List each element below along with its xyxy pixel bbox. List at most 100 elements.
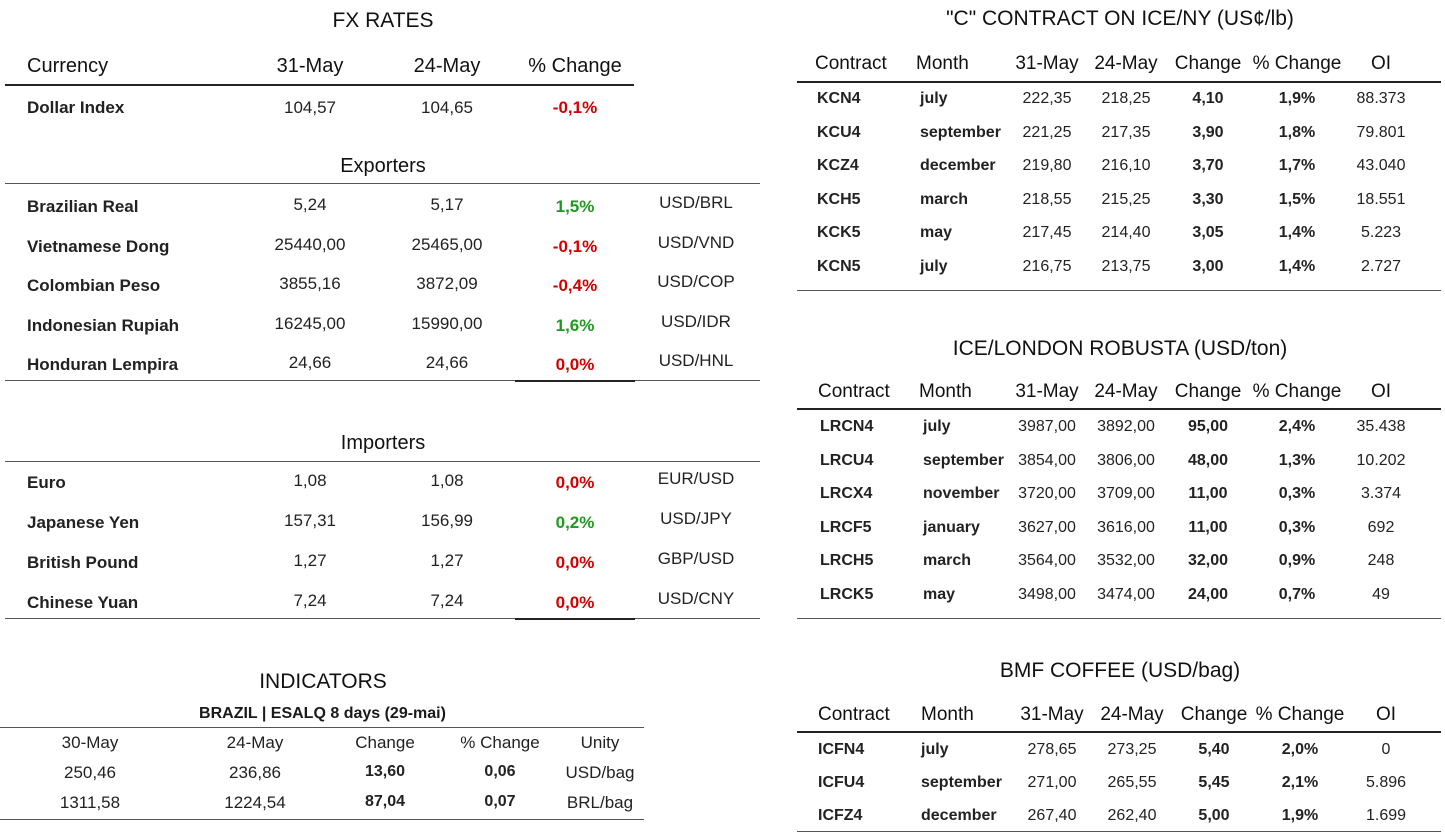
exporters-title: Exporters	[340, 155, 426, 177]
fx-header-rule	[5, 84, 634, 86]
header-month: Month	[916, 53, 969, 74]
ind-value-date2: 1224,54	[224, 793, 286, 812]
pct-change: 0,3%	[1278, 485, 1316, 502]
value-date2: 1,08	[430, 471, 464, 490]
value-date1: 219,80	[1022, 157, 1072, 174]
indicators-bottom-rule	[0, 819, 644, 820]
pct-change: 0,9%	[1278, 552, 1316, 569]
importers-top-rule	[5, 461, 760, 462]
value-date2: 156,99	[421, 511, 473, 530]
ind-header-date1: 30-May	[61, 733, 119, 752]
currency-pair: USD/CNY	[657, 589, 735, 608]
value-date1: 3498,00	[1018, 585, 1076, 603]
header-oi: OI	[1370, 381, 1392, 402]
pct-change: 1,8%	[1278, 123, 1316, 141]
bmf-header-rule	[797, 731, 1441, 733]
importers-title: Importers	[340, 432, 426, 454]
ind-pct-change: 0,07	[484, 793, 516, 810]
ind-value-date1: 250,46	[64, 763, 116, 782]
percent-change: 0,0%	[555, 355, 595, 374]
contract-code: LRCH5	[820, 552, 874, 569]
percent-change: 0,2%	[555, 513, 595, 532]
pct-change: 1,3%	[1278, 451, 1316, 469]
pct-change: 2,0%	[1281, 741, 1319, 758]
fx-header-currency: Currency	[27, 55, 109, 77]
open-interest: 5.896	[1365, 774, 1407, 791]
currency-pair: USD/BRL	[659, 193, 733, 212]
value-date2: 214,40	[1101, 224, 1151, 241]
percent-change: 0,0%	[555, 553, 595, 572]
value-date2: 3616,00	[1097, 518, 1155, 536]
bmf-title: BMF COFFEE (USD/bag)	[999, 659, 1241, 682]
ind-header-unity: Unity	[580, 733, 620, 752]
value-date2: 25465,00	[411, 234, 483, 254]
change: 3,90	[1192, 123, 1224, 141]
ind-pct-change: 0,06	[484, 763, 516, 780]
contract-month: march	[920, 190, 969, 208]
change: 5,00	[1198, 807, 1230, 824]
value-date2: 3709,00	[1097, 485, 1155, 502]
value-date1: 278,65	[1027, 741, 1077, 758]
currency-pair: USD/IDR	[661, 311, 731, 331]
value-date1: 24,66	[288, 353, 332, 372]
value-date2: 3872,09	[416, 274, 478, 293]
header-pct-change: % Change	[1255, 704, 1345, 725]
pct-change: 1,7%	[1278, 157, 1316, 174]
contract-month: march	[923, 552, 972, 569]
currency-pair: USD/JPY	[660, 509, 732, 528]
ice-ny-title: "C" CONTRACT ON ICE/NY (US¢/lb)	[946, 7, 1294, 30]
open-interest: 0	[1381, 741, 1391, 758]
ice-ny-bottom-rule	[797, 290, 1441, 291]
currency-name: Vietnamese Dong	[27, 236, 170, 256]
contract-month: november	[923, 485, 1000, 502]
fx-header-date2: 24-May	[413, 55, 481, 77]
pct-change: 1,9%	[1281, 807, 1319, 824]
open-interest: 43.040	[1356, 157, 1406, 174]
value-date2: 218,25	[1101, 90, 1151, 107]
percent-change: -0,1%	[552, 98, 598, 117]
percent-change: -0,1%	[552, 236, 598, 256]
value-date2: 3532,00	[1097, 552, 1155, 569]
percent-change: 1,6%	[555, 315, 595, 335]
ind-value-date1: 1311,58	[59, 793, 121, 812]
value-date1: 7,24	[293, 591, 327, 610]
exporters-bottom-rule-pair	[635, 380, 760, 381]
currency-name: British Pound	[27, 553, 139, 572]
value-date2: 15990,00	[411, 313, 483, 333]
value-date2: 215,25	[1101, 190, 1151, 208]
header-contract: Contract	[818, 381, 890, 402]
value-date2: 216,10	[1101, 157, 1151, 174]
change: 11,00	[1188, 485, 1228, 502]
value-date2: 1,27	[430, 551, 464, 570]
ind-value-date2: 236,86	[229, 763, 281, 782]
currency-name: Colombian Peso	[27, 276, 161, 295]
ice-london-bottom-rule	[797, 618, 1441, 619]
open-interest: 5.223	[1360, 224, 1402, 241]
pct-change: 1,5%	[1278, 190, 1316, 208]
contract-month: september	[920, 123, 1001, 141]
value-date2: 217,35	[1101, 123, 1151, 141]
contract-month: september	[921, 774, 1002, 791]
contract-code: KCU4	[817, 123, 861, 141]
value-date2: 3806,00	[1097, 451, 1155, 469]
contract-code: ICFZ4	[818, 807, 863, 824]
indicators-subtitle: BRAZIL | ESALQ 8 days (29-mai)	[199, 705, 446, 722]
contract-month: may	[923, 585, 956, 603]
contract-month: january	[923, 518, 980, 536]
value-date1: 267,40	[1027, 807, 1077, 824]
value-date2: 3892,00	[1097, 418, 1155, 435]
contract-month: july	[920, 90, 948, 107]
change: 11,00	[1188, 518, 1228, 536]
header-pct-change: % Change	[1252, 53, 1342, 74]
value-date1: 3987,00	[1018, 418, 1076, 435]
ind-change: 13,60	[364, 763, 406, 780]
fx-header-change: % Change	[528, 55, 622, 77]
open-interest: 2.727	[1360, 257, 1402, 275]
value-date1: 157,31	[284, 511, 336, 530]
percent-change: 0,0%	[555, 473, 595, 492]
contract-code: LRCK5	[820, 585, 874, 603]
contract-code: LRCN4	[820, 418, 874, 435]
header-date2: 24-May	[1094, 53, 1158, 74]
value-date1: 216,75	[1022, 257, 1072, 275]
header-month: Month	[921, 704, 974, 725]
